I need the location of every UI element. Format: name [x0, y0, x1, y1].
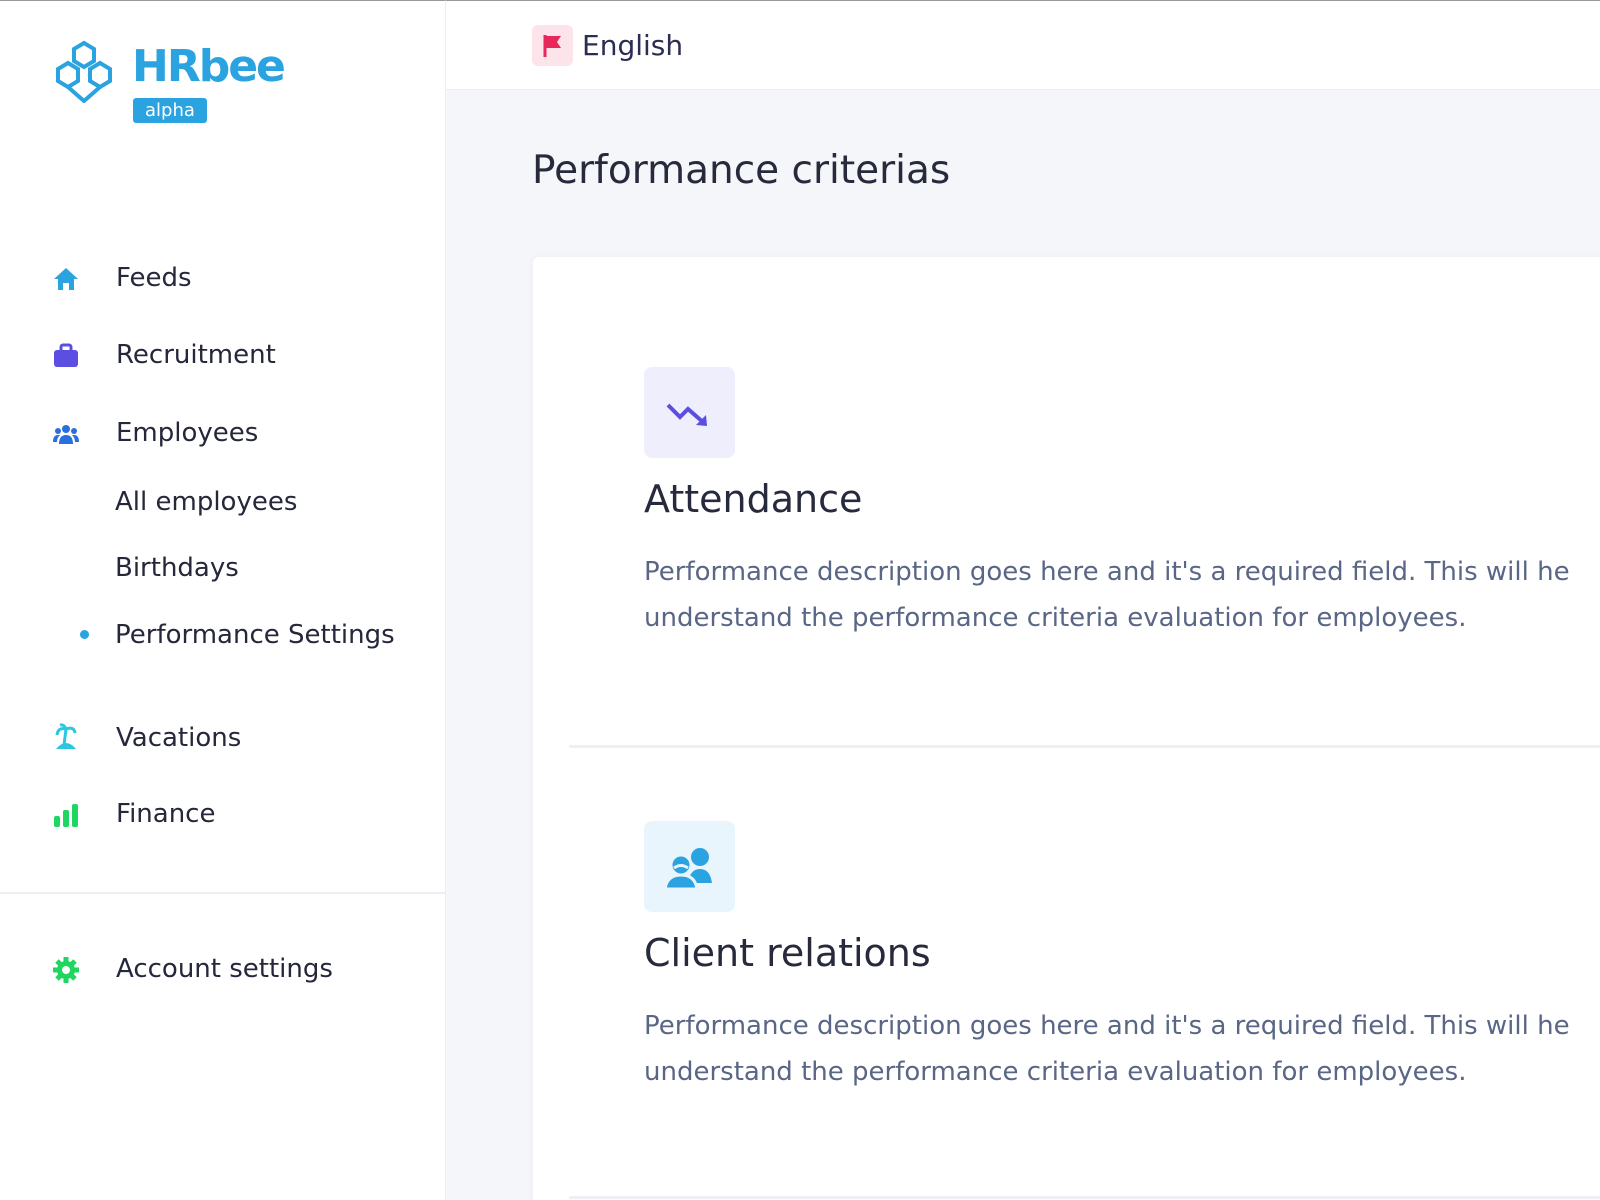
nav-item[interactable]: Employees: [116, 418, 259, 448]
flag-icon: [543, 35, 561, 57]
divider: [569, 745, 1600, 748]
sidebar: HRbee alpha Feeds Recruitment Employees …: [0, 0, 446, 1200]
logo-icon: [56, 40, 112, 103]
nav-item[interactable]: Account settings: [116, 954, 333, 984]
divider: [569, 1196, 1600, 1199]
criteria-icon: [644, 367, 735, 458]
criteria-title: Client relations: [644, 931, 931, 975]
criteria-icon: [644, 821, 735, 912]
logo-badge: alpha: [133, 98, 207, 123]
criteria-description: understand the performance criteria eval…: [644, 1057, 1467, 1087]
language[interactable]: English: [582, 29, 684, 62]
top-bar: English: [446, 0, 1600, 90]
criteria-description: Performance description goes here and it…: [644, 1011, 1570, 1041]
vacations-icon: [55, 723, 77, 749]
nav-item[interactable]: Recruitment: [116, 340, 276, 370]
page-title: Performance criterias: [532, 148, 951, 193]
subnav-item[interactable]: Birthdays: [115, 553, 239, 583]
logo-text: HRbee: [132, 41, 286, 92]
criteria-description: Performance description goes here and it…: [644, 557, 1570, 587]
feeds-icon: [54, 268, 78, 290]
flag-box: [532, 25, 573, 66]
nav-item[interactable]: Feeds: [116, 263, 192, 293]
nav-item[interactable]: Vacations: [116, 723, 242, 753]
subnav-item[interactable]: Performance Settings: [115, 620, 395, 650]
subnav-item[interactable]: All employees: [115, 487, 298, 517]
criteria-description: understand the performance criteria eval…: [644, 603, 1467, 633]
criteria-title: Attendance: [644, 477, 863, 521]
settings-icon: [53, 957, 79, 983]
recruitment-icon: [54, 343, 78, 367]
divider: [0, 892, 446, 894]
criteria-card: Attendance Performance description goes …: [533, 257, 1600, 1200]
nav-item[interactable]: Finance: [116, 799, 216, 829]
finance-icon: [54, 804, 78, 827]
active-dot: [80, 630, 89, 639]
employees-icon: [53, 425, 79, 444]
